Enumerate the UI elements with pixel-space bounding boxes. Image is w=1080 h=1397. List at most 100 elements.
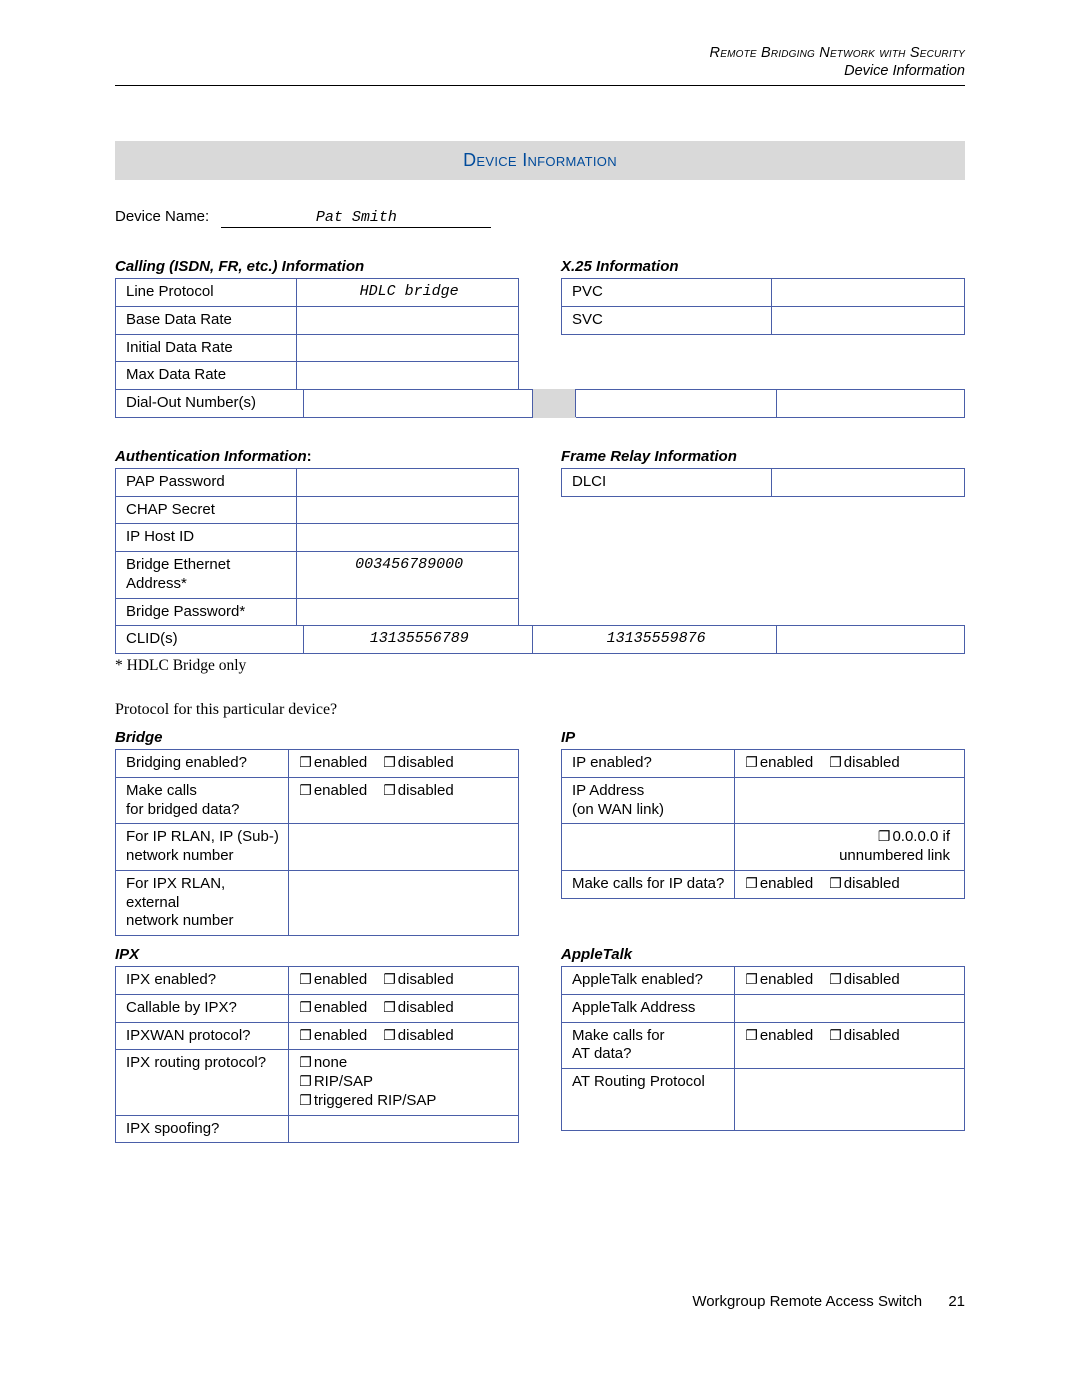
- x25-svc-label: SVC: [562, 306, 772, 334]
- checkbox-icon[interactable]: ❐: [383, 782, 396, 800]
- checkbox-icon[interactable]: ❐: [745, 1027, 758, 1045]
- calling-table: Line Protocol HDLC bridge Base Data Rate…: [115, 278, 519, 390]
- checkbox-icon[interactable]: ❐: [383, 754, 396, 772]
- device-name-value: Pat Smith: [221, 209, 491, 228]
- ip-address-label: IP Address(on WAN link): [562, 777, 735, 824]
- footer-text: Workgroup Remote Access Switch: [692, 1293, 922, 1310]
- bridge-bridging-label: Bridging enabled?: [116, 750, 289, 778]
- calling-line-protocol-value: HDLC bridge: [297, 279, 519, 307]
- checkbox-icon[interactable]: ❐: [299, 754, 312, 772]
- ip-enabled-label: IP enabled?: [562, 750, 735, 778]
- at-routing-value: [735, 1069, 965, 1131]
- bridge-iprlan-value: [289, 824, 519, 871]
- checkbox-icon[interactable]: ❐: [745, 875, 758, 893]
- x25-heading: X.25 Information: [561, 258, 965, 275]
- ip-unnumbered-note: ❐0.0.0.0 ifunnumbered link: [735, 824, 965, 871]
- header-subtitle: Device Information: [115, 63, 965, 79]
- ip-enabled-options: ❐enabled❐disabled: [735, 750, 965, 778]
- ip-makecalls-options: ❐enabled❐disabled: [735, 870, 965, 898]
- at-address-value: [735, 994, 965, 1022]
- page: Remote Bridging Network with Security De…: [0, 0, 1080, 1340]
- x25-pvc-label: PVC: [562, 279, 772, 307]
- auth-footnote: * HDLC Bridge only: [115, 657, 965, 675]
- footer-page-number: 21: [948, 1293, 965, 1310]
- calling-initial-rate-label: Initial Data Rate: [116, 334, 297, 362]
- ipx-spoofing-label: IPX spoofing?: [116, 1115, 289, 1143]
- dialout-val1: [303, 390, 532, 418]
- at-makecalls-label: Make calls forAT data?: [562, 1022, 735, 1069]
- bridge-iprlan-label: For IP RLAN, IP (Sub-)network number: [116, 824, 289, 871]
- clids-v3: [777, 626, 965, 654]
- ip-table: IP enabled? ❐enabled❐disabled IP Address…: [561, 749, 965, 899]
- ipx-callable-label: Callable by IPX?: [116, 994, 289, 1022]
- ip-makecalls-label: Make calls for IP data?: [562, 870, 735, 898]
- auth-chap-value: [297, 496, 519, 524]
- x25-table: PVC SVC: [561, 278, 965, 335]
- header-title: Remote Bridging Network with Security: [115, 45, 965, 61]
- at-routing-label: AT Routing Protocol: [562, 1069, 735, 1131]
- device-name-row: Device Name: Pat Smith: [115, 208, 965, 228]
- ipx-routing-label: IPX routing protocol?: [116, 1050, 289, 1115]
- page-header: Remote Bridging Network with Security De…: [115, 45, 965, 79]
- protocol-question: Protocol for this particular device?: [115, 701, 965, 719]
- clids-label: CLID(s): [116, 626, 304, 654]
- checkbox-icon[interactable]: ❐: [829, 754, 842, 772]
- clids-v1: 13135556789: [303, 626, 532, 654]
- checkbox-icon[interactable]: ❐: [383, 1027, 396, 1045]
- bridge-ipxrlan-label: For IPX RLAN, externalnetwork number: [116, 870, 289, 935]
- auth-pap-label: PAP Password: [116, 468, 297, 496]
- fr-heading: Frame Relay Information: [561, 448, 965, 465]
- dialout-val3: [777, 390, 965, 418]
- at-table: AppleTalk enabled? ❐enabled❐disabled App…: [561, 966, 965, 1131]
- clids-v2: 13135559876: [532, 626, 777, 654]
- checkbox-icon[interactable]: ❐: [745, 754, 758, 772]
- ipx-ipxwan-label: IPXWAN protocol?: [116, 1022, 289, 1050]
- calling-max-rate-label: Max Data Rate: [116, 362, 297, 390]
- device-name-label: Device Name:: [115, 208, 209, 225]
- bridge-makecalls-options: ❐enabled❐disabled: [289, 777, 519, 824]
- calling-base-rate-value: [297, 306, 519, 334]
- checkbox-icon[interactable]: ❐: [299, 1073, 312, 1091]
- checkbox-icon[interactable]: ❐: [299, 1092, 312, 1110]
- calling-max-rate-value: [297, 362, 519, 390]
- calling-line-protocol-label: Line Protocol: [116, 279, 297, 307]
- checkbox-icon[interactable]: ❐: [383, 971, 396, 989]
- checkbox-icon[interactable]: ❐: [299, 1054, 312, 1072]
- ipx-routing-options: ❐none ❐RIP/SAP ❐triggered RIP/SAP: [289, 1050, 519, 1115]
- dialout-val2: [576, 390, 777, 418]
- ipx-enabled-options: ❐enabled❐disabled: [289, 967, 519, 995]
- ipx-table: IPX enabled? ❐enabled❐disabled Callable …: [115, 966, 519, 1143]
- dialout-table: Dial-Out Number(s): [115, 389, 965, 418]
- section-title-bar: Device Information: [115, 141, 965, 180]
- at-makecalls-options: ❐enabled❐disabled: [735, 1022, 965, 1069]
- checkbox-icon[interactable]: ❐: [383, 999, 396, 1017]
- auth-iphost-value: [297, 524, 519, 552]
- calling-base-rate-label: Base Data Rate: [116, 306, 297, 334]
- checkbox-icon[interactable]: ❐: [829, 971, 842, 989]
- ipx-ipxwan-options: ❐enabled❐disabled: [289, 1022, 519, 1050]
- checkbox-icon[interactable]: ❐: [299, 782, 312, 800]
- auth-heading: Authentication Information:: [115, 448, 519, 465]
- ip-unnumbered-spacer: [562, 824, 735, 871]
- checkbox-icon[interactable]: ❐: [299, 1027, 312, 1045]
- checkbox-icon[interactable]: ❐: [299, 999, 312, 1017]
- bridge-ipxrlan-value: [289, 870, 519, 935]
- at-address-label: AppleTalk Address: [562, 994, 735, 1022]
- at-heading: AppleTalk: [561, 946, 965, 963]
- header-rule: [115, 85, 965, 86]
- bridge-table: Bridging enabled? ❐enabled❐disabled Make…: [115, 749, 519, 936]
- dialout-gap: [532, 390, 575, 418]
- checkbox-icon[interactable]: ❐: [878, 828, 891, 846]
- ip-heading: IP: [561, 729, 965, 746]
- checkbox-icon[interactable]: ❐: [299, 971, 312, 989]
- calling-heading: Calling (ISDN, FR, etc.) Information: [115, 258, 519, 275]
- checkbox-icon[interactable]: ❐: [829, 875, 842, 893]
- auth-bridge-eth-value: 003456789000: [297, 552, 519, 599]
- ipx-heading: IPX: [115, 946, 519, 963]
- auth-pap-value: [297, 468, 519, 496]
- checkbox-icon[interactable]: ❐: [829, 1027, 842, 1045]
- checkbox-icon[interactable]: ❐: [745, 971, 758, 989]
- bridge-makecalls-label: Make callsfor bridged data?: [116, 777, 289, 824]
- dialout-label: Dial-Out Number(s): [116, 390, 304, 418]
- auth-bridge-pw-label: Bridge Password*: [116, 598, 297, 626]
